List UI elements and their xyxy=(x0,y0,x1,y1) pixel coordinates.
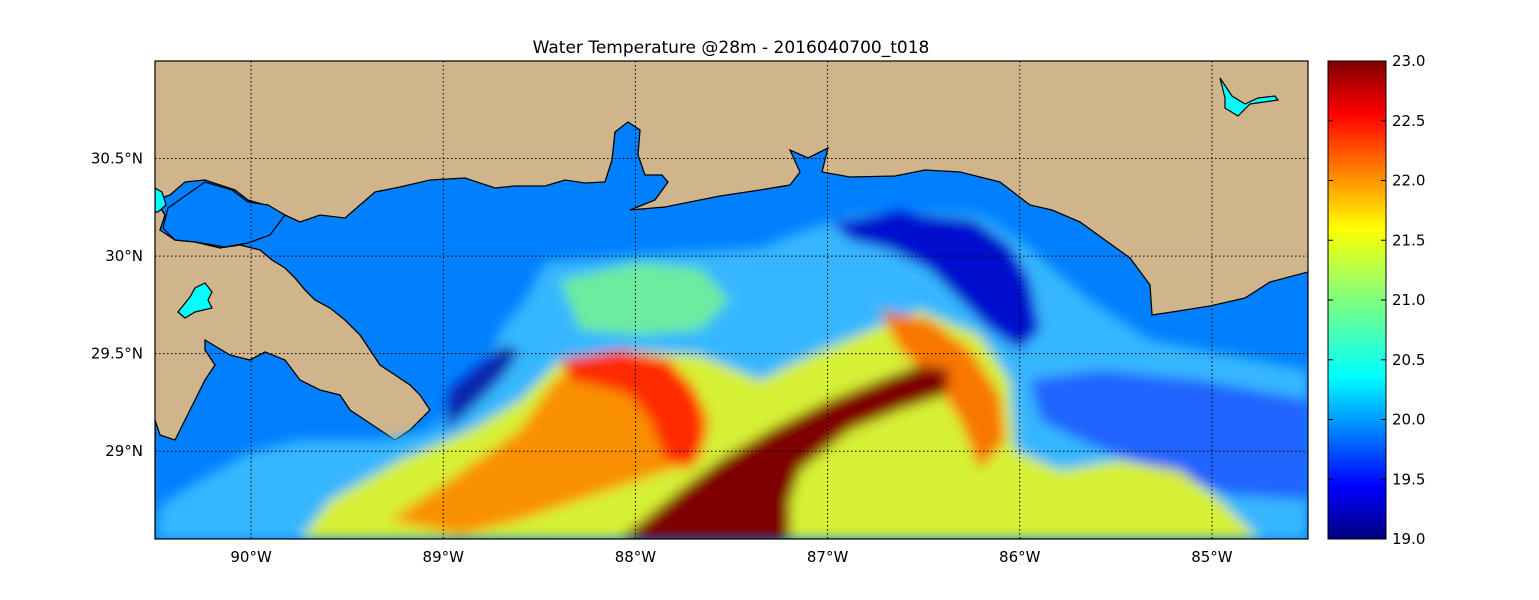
field-warm-core xyxy=(620,365,950,539)
colorbar-tick-label: 22.5 xyxy=(1392,112,1425,130)
lat-tick-label: 30°N xyxy=(105,247,143,265)
colorbar-tick-label: 19.5 xyxy=(1392,470,1425,488)
lon-tick-label: 90°W xyxy=(230,548,272,566)
map-grid xyxy=(155,61,1308,539)
inland-lake-1 xyxy=(177,282,213,319)
field-red-ring xyxy=(560,350,705,470)
colorbar-tick-label: 21.0 xyxy=(1392,291,1425,309)
colorbar-tick-label: 20.0 xyxy=(1392,411,1425,429)
colorbar-ticks: 19.0 19.5 20.0 20.5 21.0 21.5 22.0 22.5 23.0 xyxy=(1328,52,1425,548)
lon-tick-labels: 90°W 89°W 88°W 87°W 86°W 85°W xyxy=(230,548,1232,566)
field-east-blue xyxy=(1030,370,1308,500)
colorbar-tick-label: 21.5 xyxy=(1392,231,1425,249)
lon-tick-label: 87°W xyxy=(807,548,849,566)
lat-tick-label: 30.5°N xyxy=(91,150,143,168)
field-cold-core xyxy=(830,212,1040,350)
colorbar-tick-label: 19.0 xyxy=(1392,530,1425,548)
colorbar-tick-label: 20.5 xyxy=(1392,351,1425,369)
map-frame xyxy=(154,60,1309,540)
inland-lake-2 xyxy=(155,187,167,213)
lon-tick-label: 89°W xyxy=(423,548,465,566)
lon-tick-label: 85°W xyxy=(1191,548,1233,566)
lake-pontchartrain xyxy=(162,181,286,248)
colorbar: 19.0 19.5 20.0 20.5 21.0 21.5 22.0 22.5 23.0 xyxy=(1327,52,1425,548)
field-green xyxy=(560,262,730,335)
lat-tick-labels: 30.5°N 30°N 29.5°N 29°N xyxy=(91,150,143,461)
field-cold-edge xyxy=(445,345,520,432)
lat-tick-label: 29.5°N xyxy=(91,345,143,363)
lat-tick-label: 29°N xyxy=(105,442,143,460)
map-plot-area xyxy=(155,61,1308,539)
field-orange xyxy=(390,355,710,535)
colorbar-gradient xyxy=(1327,60,1387,540)
lon-tick-label: 88°W xyxy=(615,548,657,566)
colorbar-tick-label: 23.0 xyxy=(1392,52,1425,70)
lon-tick-label: 86°W xyxy=(999,548,1041,566)
inland-lake-3 xyxy=(1219,77,1280,117)
map-title: Water Temperature @28m - 2016040700_t018 xyxy=(533,38,930,58)
colorbar-tick-label: 22.0 xyxy=(1392,172,1425,190)
